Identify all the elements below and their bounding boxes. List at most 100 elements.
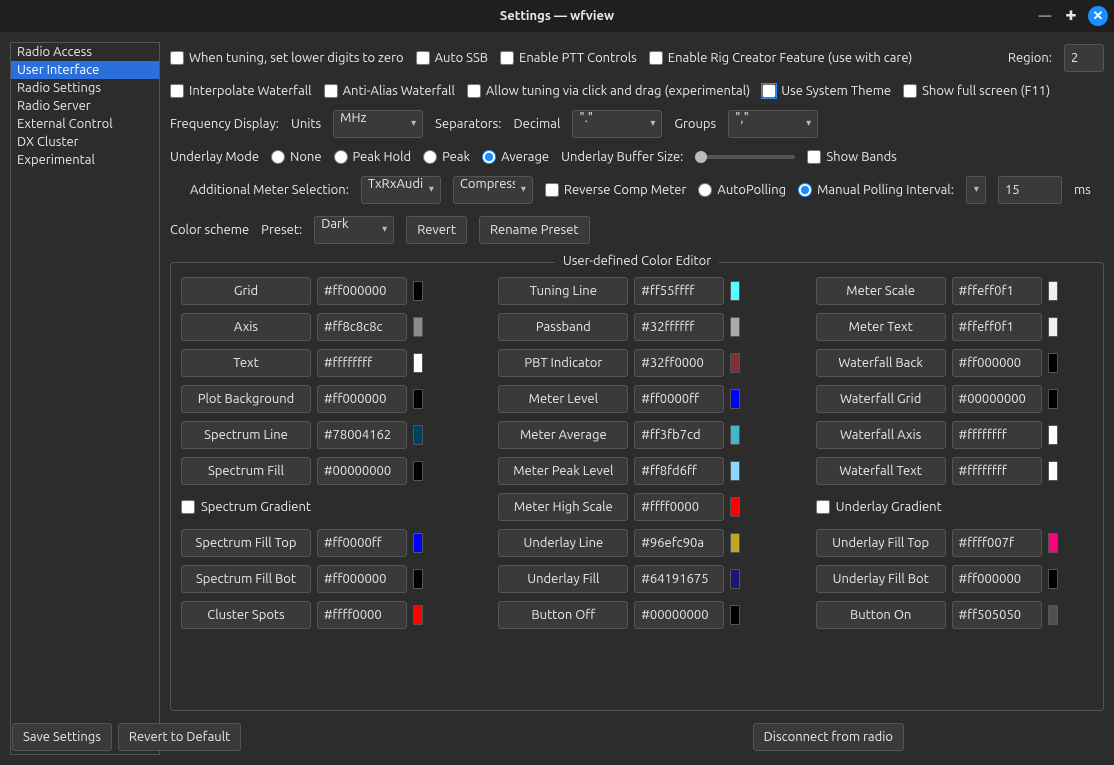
color-swatch[interactable] <box>730 533 740 553</box>
rename-preset-button[interactable]: Rename Preset <box>479 216 590 244</box>
sidebar-item-radio-server[interactable]: Radio Server <box>11 97 159 115</box>
color-label-button[interactable]: Spectrum Fill <box>181 457 311 485</box>
color-label-button[interactable]: Waterfall Text <box>816 457 946 485</box>
poll-interval-input[interactable] <box>998 176 1062 204</box>
revert-default-button[interactable]: Revert to Default <box>118 723 241 751</box>
meter2-combo[interactable]: Compression <box>453 176 533 204</box>
sidebar-item-radio-access[interactable]: Radio Access <box>11 43 159 61</box>
color-swatch[interactable] <box>730 497 740 517</box>
color-swatch[interactable] <box>730 317 740 337</box>
color-swatch[interactable] <box>1048 281 1058 301</box>
color-label-button[interactable]: Meter Text <box>816 313 946 341</box>
color-hex-input[interactable] <box>634 601 724 629</box>
color-swatch[interactable] <box>413 569 423 589</box>
color-swatch[interactable] <box>1048 605 1058 625</box>
color-swatch[interactable] <box>413 425 423 445</box>
color-hex-input[interactable] <box>952 601 1042 629</box>
color-swatch[interactable] <box>730 605 740 625</box>
preset-combo[interactable]: Dark <box>314 216 394 244</box>
close-icon[interactable]: ✕ <box>1088 6 1108 26</box>
color-label-button[interactable]: Spectrum Line <box>181 421 311 449</box>
groups-combo[interactable]: "," <box>728 110 818 138</box>
revert-button[interactable]: Revert <box>406 216 467 244</box>
color-hex-input[interactable] <box>952 349 1042 377</box>
color-hex-input[interactable] <box>952 457 1042 485</box>
color-label-button[interactable]: Cluster Spots <box>181 601 311 629</box>
color-hex-input[interactable] <box>952 529 1042 557</box>
color-label-button[interactable]: Spectrum Fill Bot <box>181 565 311 593</box>
color-hex-input[interactable] <box>317 601 407 629</box>
color-swatch[interactable] <box>1048 353 1058 373</box>
color-label-button[interactable]: Underlay Fill <box>498 565 628 593</box>
underlay-peakhold-radio[interactable]: Peak Hold <box>334 150 412 164</box>
color-hex-input[interactable] <box>634 313 724 341</box>
underlay-peak-radio[interactable]: Peak <box>423 150 470 164</box>
color-label-button[interactable]: Spectrum Fill Top <box>181 529 311 557</box>
color-hex-input[interactable] <box>317 385 407 413</box>
color-hex-input[interactable] <box>634 457 724 485</box>
system-theme-checkbox[interactable]: Use System Theme <box>762 84 891 98</box>
color-swatch[interactable] <box>730 353 740 373</box>
color-label-button[interactable]: Waterfall Axis <box>816 421 946 449</box>
color-swatch[interactable] <box>1048 569 1058 589</box>
color-hex-input[interactable] <box>317 313 407 341</box>
enable-ptt-checkbox[interactable]: Enable PTT Controls <box>500 51 637 65</box>
color-label-button[interactable]: Meter Level <box>498 385 628 413</box>
show-bands-checkbox[interactable]: Show Bands <box>807 150 897 164</box>
minimize-icon[interactable]: — <box>1036 7 1054 25</box>
color-hex-input[interactable] <box>634 421 724 449</box>
sidebar-item-external-control[interactable]: External Control <box>11 115 159 133</box>
color-label-button[interactable]: Button On <box>816 601 946 629</box>
color-hex-input[interactable] <box>634 493 724 521</box>
fullscreen-checkbox[interactable]: Show full screen (F11) <box>903 84 1050 98</box>
color-label-button[interactable]: Tuning Line <box>498 277 628 305</box>
color-swatch[interactable] <box>730 461 740 481</box>
units-combo[interactable]: MHz <box>333 110 423 138</box>
color-label-button[interactable]: Waterfall Back <box>816 349 946 377</box>
color-swatch[interactable] <box>1048 425 1058 445</box>
color-hex-input[interactable] <box>634 385 724 413</box>
color-hex-input[interactable] <box>317 565 407 593</box>
color-label-button[interactable]: Grid <box>181 277 311 305</box>
color-swatch[interactable] <box>413 317 423 337</box>
color-label-button[interactable]: Plot Background <box>181 385 311 413</box>
color-swatch[interactable] <box>413 461 423 481</box>
color-hex-input[interactable] <box>317 421 407 449</box>
color-hex-input[interactable] <box>634 565 724 593</box>
underlay-gradient-checkbox[interactable]: Underlay Gradient <box>816 493 942 521</box>
underlay-none-radio[interactable]: None <box>271 150 322 164</box>
color-swatch[interactable] <box>413 281 423 301</box>
save-settings-button[interactable]: Save Settings <box>12 723 112 751</box>
sidebar-item-radio-settings[interactable]: Radio Settings <box>11 79 159 97</box>
color-label-button[interactable]: Meter Scale <box>816 277 946 305</box>
color-label-button[interactable]: Underlay Fill Top <box>816 529 946 557</box>
sidebar-item-user-interface[interactable]: User Interface <box>11 61 159 79</box>
color-hex-input[interactable] <box>952 565 1042 593</box>
color-swatch[interactable] <box>413 533 423 553</box>
color-hex-input[interactable] <box>634 349 724 377</box>
settings-category-list[interactable]: Radio AccessUser InterfaceRadio Settings… <box>10 42 160 755</box>
region-input[interactable] <box>1064 44 1104 72</box>
sidebar-item-dx-cluster[interactable]: DX Cluster <box>11 133 159 151</box>
clickdrag-checkbox[interactable]: Allow tuning via click and drag (experim… <box>467 84 750 98</box>
color-hex-input[interactable] <box>952 421 1042 449</box>
color-hex-input[interactable] <box>317 457 407 485</box>
underlay-average-radio[interactable]: Average <box>482 150 549 164</box>
auto-ssb-checkbox[interactable]: Auto SSB <box>416 51 488 65</box>
color-label-button[interactable]: Button Off <box>498 601 628 629</box>
color-label-button[interactable]: Underlay Fill Bot <box>816 565 946 593</box>
color-swatch[interactable] <box>730 281 740 301</box>
color-label-button[interactable]: Meter High Scale <box>498 493 628 521</box>
color-swatch[interactable] <box>730 425 740 445</box>
disconnect-button[interactable]: Disconnect from radio <box>753 723 904 751</box>
color-swatch[interactable] <box>413 353 423 373</box>
color-hex-input[interactable] <box>634 529 724 557</box>
manual-polling-radio[interactable]: Manual Polling Interval: <box>798 183 954 197</box>
color-hex-input[interactable] <box>634 277 724 305</box>
color-hex-input[interactable] <box>317 277 407 305</box>
sidebar-item-experimental[interactable]: Experimental <box>11 151 159 169</box>
color-swatch[interactable] <box>730 389 740 409</box>
poll-prefix-combo[interactable] <box>966 176 986 204</box>
interpolate-checkbox[interactable]: Interpolate Waterfall <box>170 84 312 98</box>
color-label-button[interactable]: PBT Indicator <box>498 349 628 377</box>
